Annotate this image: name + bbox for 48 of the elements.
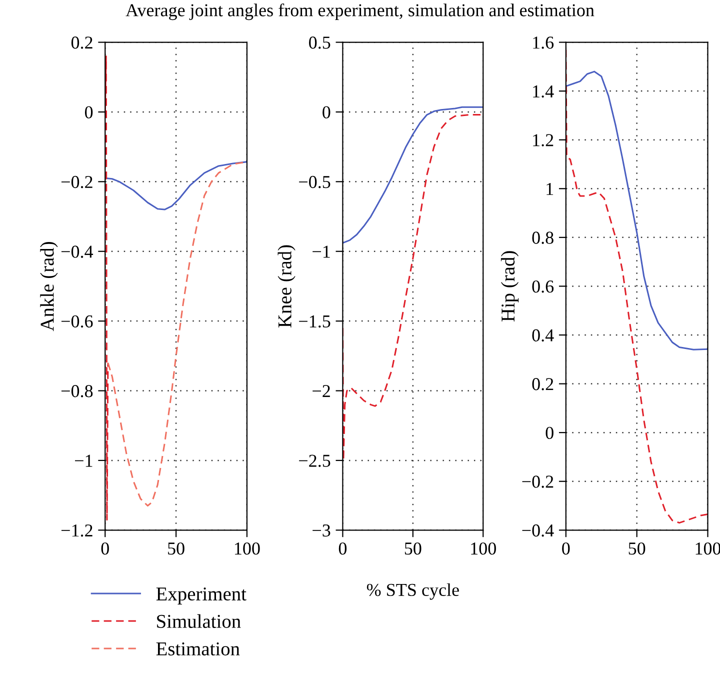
x-axis-title: % STS cycle	[366, 583, 459, 600]
y-tick-label: −0.5	[299, 176, 330, 188]
y-axis-title: Knee (rad)	[278, 245, 296, 328]
legend-label: Simulation	[157, 614, 241, 628]
y-tick-label: 0.5	[309, 36, 330, 49]
y-tick-label: −0.2	[61, 176, 92, 188]
legend-label: Experiment	[156, 587, 246, 604]
y-tick-label: −1	[75, 454, 92, 467]
y-tick-label: 1.4	[533, 85, 554, 98]
y-tick-label: −1.2	[61, 524, 92, 537]
y-tick-label: 0.2	[532, 378, 554, 390]
y-tick-label: −0.4	[522, 524, 554, 537]
line-series	[105, 161, 247, 210]
x-tick-label: 100	[471, 542, 496, 555]
y-tick-label: −0.8	[61, 385, 93, 398]
y-tick-label: 0	[322, 106, 330, 118]
y-tick-label: −2	[312, 385, 330, 398]
line-series	[105, 55, 109, 520]
chart-title: Average joint angles from experiment, simulation and estimation	[126, 3, 594, 20]
y-tick-label: 0.8	[532, 232, 554, 244]
y-tick-label: 1.2	[533, 134, 554, 146]
y-tick-label: −1.5	[299, 315, 330, 328]
y-tick-label: 0.2	[71, 36, 92, 49]
y-axis-title: Ankle (rad)	[40, 242, 58, 332]
y-tick-label: −1	[312, 246, 330, 258]
y-tick-label: −3	[312, 524, 330, 537]
line-series	[342, 106, 484, 244]
y-tick-label: 1	[546, 182, 554, 195]
x-tick-label: 0	[338, 542, 347, 555]
x-tick-label: 50	[404, 542, 422, 555]
y-tick-label: 0.4	[532, 329, 554, 342]
y-tick-label: 0	[84, 106, 93, 118]
x-tick-label: 0	[562, 542, 570, 555]
y-axis-title: Hip (rad)	[500, 251, 519, 322]
y-tick-label: −0.2	[522, 476, 554, 488]
line-series	[342, 114, 484, 462]
legend-label: Estimation	[156, 642, 240, 656]
x-tick-label: 50	[628, 542, 646, 555]
y-tick-label: −0.6	[61, 315, 93, 328]
y-tick-label: −0.4	[61, 246, 94, 258]
x-tick-label: 0	[101, 542, 109, 555]
line-series	[566, 70, 708, 350]
y-tick-label: 0	[546, 426, 554, 440]
y-tick-label: −2.5	[299, 454, 330, 467]
x-tick-label: 100	[235, 542, 260, 555]
y-tick-label: 1.6	[533, 36, 554, 49]
y-tick-label: 0.6	[532, 280, 554, 293]
x-tick-label: 50	[168, 542, 184, 555]
